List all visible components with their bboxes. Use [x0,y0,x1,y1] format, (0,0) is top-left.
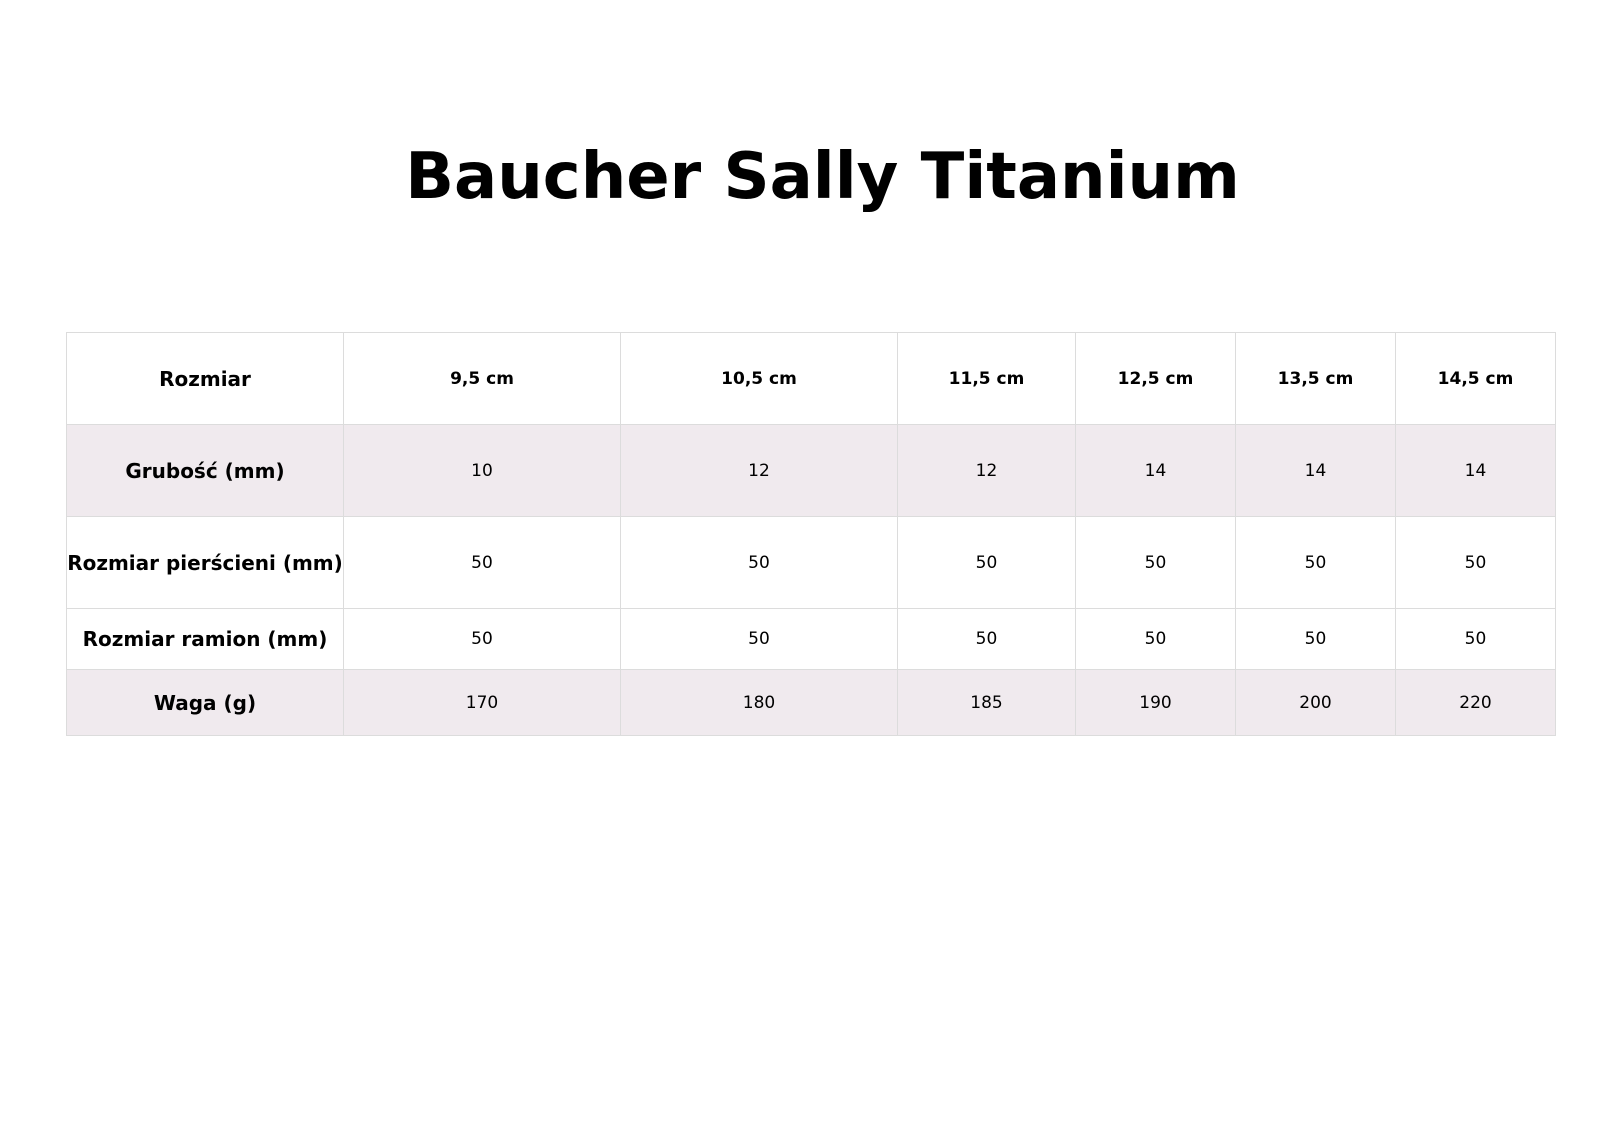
table-cell: 50 [897,608,1076,670]
column-header: 12,5 cm [1075,332,1236,425]
table-cell: 10 [343,424,621,517]
table-cell: 50 [1235,516,1396,609]
table-cell: 50 [1075,516,1236,609]
table-cell: 50 [343,516,621,609]
row-label: Rozmiar ramion (mm) [66,608,344,670]
row-label: Grubość (mm) [66,424,344,517]
table-cell: 12 [897,424,1076,517]
size-table: Rozmiar 9,5 cm 10,5 cm 11,5 cm 12,5 cm 13,5 c… [66,332,1556,736]
header-label: Rozmiar [66,332,344,425]
table-row: Rozmiar ramion (mm) 50 50 50 50 50 50 [66,608,1556,670]
table-cell: 50 [620,608,898,670]
column-header: 11,5 cm [897,332,1076,425]
table-cell: 14 [1395,424,1556,517]
column-header: 14,5 cm [1395,332,1556,425]
table-cell: 12 [620,424,898,517]
table-cell: 50 [1075,608,1236,670]
table-cell: 14 [1235,424,1396,517]
table-row: Grubość (mm) 10 12 12 14 14 14 [66,424,1556,517]
table-cell: 185 [897,669,1076,736]
table-cell: 220 [1395,669,1556,736]
column-header: 9,5 cm [343,332,621,425]
table-row: Waga (g) 170 180 185 190 200 220 [66,669,1556,736]
row-label: Waga (g) [66,669,344,736]
page-title: Baucher Sally Titanium [405,140,1240,214]
table-cell: 50 [620,516,898,609]
table-header-row: Rozmiar 9,5 cm 10,5 cm 11,5 cm 12,5 cm 13,5 c… [66,332,1556,425]
table-cell: 170 [343,669,621,736]
table-cell: 50 [1395,608,1556,670]
table-row: Rozmiar pierścieni (mm) 50 50 50 50 50 50 [66,516,1556,609]
table-cell: 200 [1235,669,1396,736]
table-cell: 50 [343,608,621,670]
column-header: 10,5 cm [620,332,898,425]
table-cell: 14 [1075,424,1236,517]
table-cell: 180 [620,669,898,736]
table-cell: 50 [897,516,1076,609]
table-cell: 50 [1395,516,1556,609]
column-header: 13,5 cm [1235,332,1396,425]
table-cell: 50 [1235,608,1396,670]
table-cell: 190 [1075,669,1236,736]
row-label: Rozmiar pierścieni (mm) [66,516,344,609]
